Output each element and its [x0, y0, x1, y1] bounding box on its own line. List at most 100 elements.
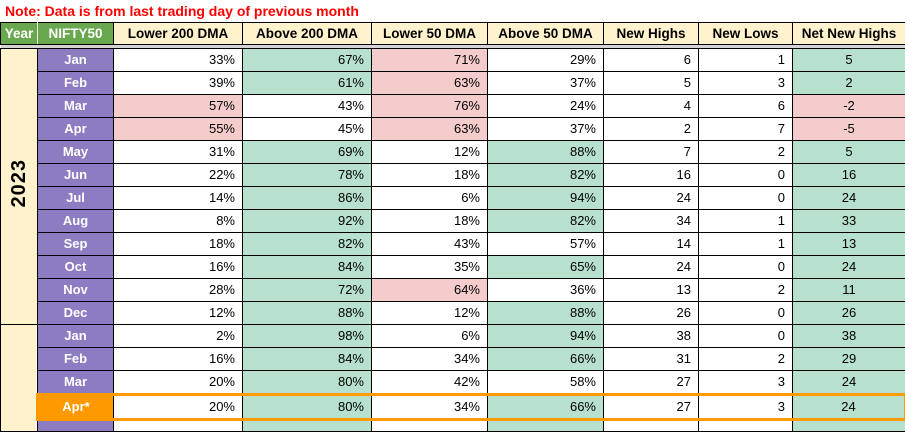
net-new-highs-cell[interactable]: 11: [792, 278, 905, 302]
above-50dma-cell[interactable]: 66%: [487, 347, 604, 371]
new-lows-cell[interactable]: 2: [698, 140, 793, 164]
lower-50dma-cell[interactable]: 34%: [371, 347, 488, 371]
above-200dma-cell[interactable]: 98%: [242, 324, 372, 348]
month-cell[interactable]: May: [37, 140, 114, 164]
lower-50dma-cell[interactable]: 12%: [371, 140, 488, 164]
new-highs-cell[interactable]: 2: [603, 117, 699, 141]
net-new-highs-cell[interactable]: 24: [792, 370, 905, 395]
header-new-highs[interactable]: New Highs: [603, 22, 699, 45]
lower-50dma-cell[interactable]: 34%: [371, 393, 488, 421]
month-cell[interactable]: Jan: [37, 324, 114, 348]
above-200dma-cell[interactable]: 82%: [242, 232, 372, 256]
new-highs-cell[interactable]: 5: [603, 71, 699, 95]
net-new-highs-cell[interactable]: -5: [792, 117, 905, 141]
new-lows-cell[interactable]: 3: [698, 393, 793, 421]
net-new-highs-cell[interactable]: 33: [792, 209, 905, 233]
above-50dma-cell[interactable]: 82%: [487, 209, 604, 233]
lower-50dma-cell[interactable]: 43%: [371, 232, 488, 256]
lower-50dma-cell[interactable]: 64%: [371, 278, 488, 302]
above-50dma-cell[interactable]: 94%: [487, 186, 604, 210]
above-50dma-cell[interactable]: 37%: [487, 117, 604, 141]
lower-50dma-cell[interactable]: [371, 419, 488, 432]
month-cell[interactable]: Apr: [37, 117, 114, 141]
new-highs-cell[interactable]: 34: [603, 209, 699, 233]
lower-50dma-cell[interactable]: 35%: [371, 255, 488, 279]
header-above-200-dma[interactable]: Above 200 DMA: [242, 22, 372, 45]
lower-50dma-cell[interactable]: 42%: [371, 370, 488, 395]
lower-200dma-cell[interactable]: 33%: [113, 48, 243, 72]
lower-200dma-cell[interactable]: [113, 419, 243, 432]
header-net-new-highs[interactable]: Net New Highs: [792, 22, 905, 45]
lower-200dma-cell[interactable]: 57%: [113, 94, 243, 118]
net-new-highs-cell[interactable]: 5: [792, 48, 905, 72]
above-50dma-cell[interactable]: 65%: [487, 255, 604, 279]
new-highs-cell[interactable]: 27: [603, 370, 699, 395]
header-new-lows[interactable]: New Lows: [698, 22, 793, 45]
above-50dma-cell[interactable]: 29%: [487, 48, 604, 72]
new-highs-cell[interactable]: 6: [603, 48, 699, 72]
month-cell[interactable]: Feb: [37, 71, 114, 95]
new-highs-cell[interactable]: 4: [603, 94, 699, 118]
above-200dma-cell[interactable]: 80%: [242, 370, 372, 395]
new-highs-cell[interactable]: 26: [603, 301, 699, 325]
lower-200dma-cell[interactable]: 14%: [113, 186, 243, 210]
header-year[interactable]: Year: [0, 22, 38, 45]
lower-50dma-cell[interactable]: 63%: [371, 117, 488, 141]
net-new-highs-cell[interactable]: 24: [792, 186, 905, 210]
net-new-highs-cell[interactable]: 5: [792, 140, 905, 164]
above-200dma-cell[interactable]: 84%: [242, 255, 372, 279]
new-highs-cell[interactable]: 24: [603, 186, 699, 210]
new-lows-cell[interactable]: 0: [698, 186, 793, 210]
month-cell[interactable]: Sep: [37, 232, 114, 256]
net-new-highs-cell[interactable]: 2: [792, 71, 905, 95]
lower-50dma-cell[interactable]: 6%: [371, 186, 488, 210]
lower-200dma-cell[interactable]: 55%: [113, 117, 243, 141]
lower-50dma-cell[interactable]: 76%: [371, 94, 488, 118]
new-lows-cell[interactable]: 1: [698, 48, 793, 72]
net-new-highs-cell[interactable]: 16: [792, 163, 905, 187]
new-lows-cell[interactable]: 3: [698, 71, 793, 95]
above-50dma-cell[interactable]: 58%: [487, 370, 604, 395]
lower-50dma-cell[interactable]: 6%: [371, 324, 488, 348]
new-lows-cell[interactable]: 0: [698, 163, 793, 187]
above-50dma-cell[interactable]: [487, 419, 604, 432]
header-above-50-dma[interactable]: Above 50 DMA: [487, 22, 604, 45]
above-200dma-cell[interactable]: 88%: [242, 301, 372, 325]
new-lows-cell[interactable]: 1: [698, 209, 793, 233]
new-lows-cell[interactable]: 0: [698, 301, 793, 325]
month-cell[interactable]: Nov: [37, 278, 114, 302]
new-highs-cell[interactable]: 7: [603, 140, 699, 164]
lower-200dma-cell[interactable]: 16%: [113, 255, 243, 279]
month-cell[interactable]: Jun: [37, 163, 114, 187]
lower-200dma-cell[interactable]: 16%: [113, 347, 243, 371]
lower-50dma-cell[interactable]: 63%: [371, 71, 488, 95]
above-50dma-cell[interactable]: 88%: [487, 140, 604, 164]
header-lower-50-dma[interactable]: Lower 50 DMA: [371, 22, 488, 45]
month-cell[interactable]: [37, 419, 114, 432]
new-lows-cell[interactable]: 6: [698, 94, 793, 118]
above-50dma-cell[interactable]: 37%: [487, 71, 604, 95]
new-lows-cell[interactable]: 3: [698, 370, 793, 395]
net-new-highs-cell[interactable]: 38: [792, 324, 905, 348]
above-50dma-cell[interactable]: 36%: [487, 278, 604, 302]
new-lows-cell[interactable]: 0: [698, 255, 793, 279]
month-cell[interactable]: Aug: [37, 209, 114, 233]
new-lows-cell[interactable]: [698, 419, 793, 432]
year-cell[interactable]: [0, 324, 38, 432]
header-nifty50[interactable]: NIFTY50: [37, 22, 114, 45]
new-lows-cell[interactable]: 1: [698, 232, 793, 256]
lower-200dma-cell[interactable]: 2%: [113, 324, 243, 348]
new-lows-cell[interactable]: 2: [698, 278, 793, 302]
new-highs-cell[interactable]: 13: [603, 278, 699, 302]
net-new-highs-cell[interactable]: -2: [792, 94, 905, 118]
month-cell[interactable]: Oct: [37, 255, 114, 279]
lower-50dma-cell[interactable]: 18%: [371, 209, 488, 233]
above-200dma-cell[interactable]: 45%: [242, 117, 372, 141]
month-cell[interactable]: Mar: [37, 370, 114, 395]
month-cell[interactable]: Jan: [37, 48, 114, 72]
new-highs-cell[interactable]: 16: [603, 163, 699, 187]
above-50dma-cell[interactable]: 82%: [487, 163, 604, 187]
new-highs-cell[interactable]: 27: [603, 393, 699, 421]
header-lower-200-dma[interactable]: Lower 200 DMA: [113, 22, 243, 45]
new-lows-cell[interactable]: 2: [698, 347, 793, 371]
